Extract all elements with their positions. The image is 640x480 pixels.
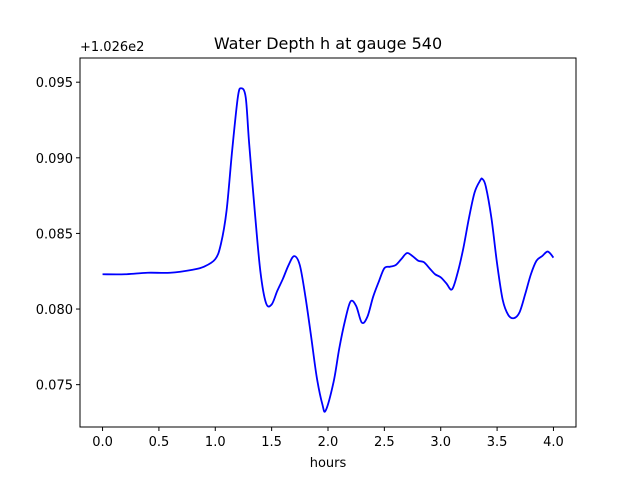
y-tick-label: 0.085 xyxy=(36,227,73,242)
plot-frame xyxy=(79,57,577,428)
x-tick-label: 3.0 xyxy=(430,435,451,450)
x-axis-label: hours xyxy=(310,456,347,471)
x-tick-label: 2.5 xyxy=(374,435,395,450)
y-offset-label: +1.026e2 xyxy=(80,40,144,55)
x-tick-label: 0.5 xyxy=(149,435,170,450)
x-tick-label: 4.0 xyxy=(543,435,564,450)
x-tick-label: 3.5 xyxy=(487,435,508,450)
plot-area xyxy=(80,58,576,427)
y-tick-label: 0.090 xyxy=(36,152,73,167)
y-tick-label: 0.080 xyxy=(36,303,73,318)
x-tick-label: 0.0 xyxy=(92,435,113,450)
x-tick-label: 1.0 xyxy=(205,435,226,450)
y-tick-label: 0.075 xyxy=(36,379,73,394)
y-axis: 0.075 0.080 0.085 0.090 0.095 xyxy=(36,76,80,394)
chart-title: Water Depth h at gauge 540 xyxy=(214,34,442,53)
y-tick-label: 0.095 xyxy=(36,76,73,91)
x-tick-label: 1.5 xyxy=(261,435,282,450)
x-tick-label: 2.0 xyxy=(318,435,339,450)
x-axis: 0.0 0.5 1.0 1.5 2.0 2.5 3.0 3.5 4.0 xyxy=(92,427,564,450)
series-line xyxy=(102,87,555,413)
